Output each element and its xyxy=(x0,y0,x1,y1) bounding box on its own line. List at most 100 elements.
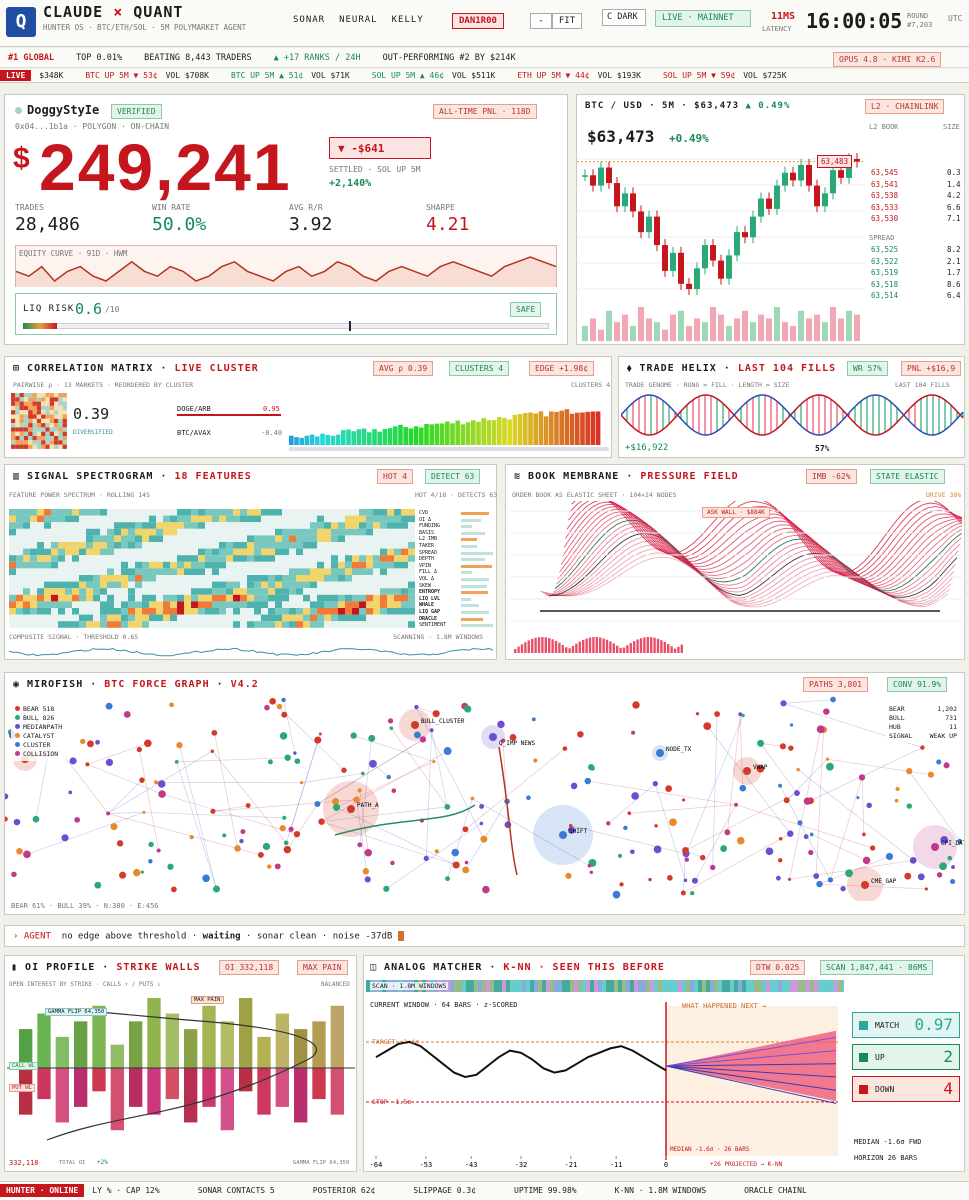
spec-cell xyxy=(30,601,37,608)
spec-cell xyxy=(324,515,331,523)
controls[interactable]: FIT xyxy=(552,13,582,29)
graph-node xyxy=(648,877,652,882)
scan-cell xyxy=(518,980,522,992)
brand-2: QUANT xyxy=(133,3,184,21)
nav-item[interactable]: SONAR xyxy=(293,15,326,25)
spec-cell xyxy=(373,509,380,516)
spec-cell xyxy=(51,588,58,595)
spec-cell xyxy=(275,528,282,536)
rho-bar xyxy=(471,420,476,445)
spec-cell xyxy=(184,548,191,556)
spec-cell xyxy=(240,575,247,582)
spec-cell xyxy=(121,515,128,523)
score-label: DOWN xyxy=(875,1085,895,1094)
controls[interactable]: - xyxy=(530,13,552,29)
corr-cell xyxy=(15,401,20,406)
spec-cell xyxy=(212,535,219,542)
models: OPUS 4.8 · KIMI K2.6 xyxy=(833,52,942,67)
spec-cell xyxy=(394,621,401,628)
caption: FEATURE POWER SPECTRUM · ROLLING 14S xyxy=(9,491,150,499)
spec-cell xyxy=(177,555,184,562)
chips: EDGE +1.98¢ xyxy=(529,361,594,376)
book-size: 4.2 xyxy=(947,191,961,200)
stat-label: SHARPE xyxy=(426,203,455,212)
graph-node xyxy=(245,803,251,809)
spec-cell xyxy=(72,555,79,562)
spec-cell xyxy=(114,555,121,562)
graph-node xyxy=(533,758,538,763)
call-bar xyxy=(294,1029,308,1068)
spec-cell xyxy=(282,575,289,582)
stat-label: TRADES xyxy=(15,203,44,212)
corr-cell xyxy=(58,427,63,432)
controls[interactable]: C DARK xyxy=(602,9,646,26)
book-size: 2.1 xyxy=(947,256,961,266)
rho-bar xyxy=(393,426,398,445)
spec-cell xyxy=(65,575,72,582)
spec-cell xyxy=(205,542,212,549)
feature-meter xyxy=(461,571,472,575)
spec-cell xyxy=(240,614,247,622)
spec-cell xyxy=(331,594,338,602)
spec-cell xyxy=(401,581,408,589)
spec-cell xyxy=(100,555,107,562)
spec-cell xyxy=(51,614,58,622)
spec-cell xyxy=(177,614,184,622)
scan-cell xyxy=(554,980,558,992)
ticker-item: ETH UP 5M ▼ 44¢ xyxy=(517,71,590,80)
graph-node xyxy=(234,845,241,852)
spec-cell xyxy=(331,575,338,582)
corr-cell xyxy=(54,427,59,432)
corr-cell xyxy=(45,431,50,436)
put-bar xyxy=(294,1068,308,1123)
graph-node xyxy=(362,868,370,875)
graph-node xyxy=(904,872,912,880)
scan-cell xyxy=(698,980,702,992)
equity-line xyxy=(15,256,557,283)
spec-cell xyxy=(345,542,352,549)
spec-cell xyxy=(86,601,93,608)
spec-cell xyxy=(401,555,408,562)
spec-cell xyxy=(16,588,23,595)
node-label: SHIFT xyxy=(569,828,587,835)
spec-cell xyxy=(142,601,149,608)
spec-cell xyxy=(380,542,387,549)
graph-node xyxy=(364,848,372,857)
corr-cell xyxy=(58,423,63,428)
spec-cell xyxy=(23,515,30,523)
nav-item[interactable]: KELLY xyxy=(391,15,424,25)
graph-node xyxy=(866,802,872,809)
book-size: 1.4 xyxy=(947,179,961,189)
spec-cell xyxy=(359,588,366,595)
spec-cell xyxy=(37,522,44,529)
volume-bar xyxy=(670,314,676,341)
spec-cell xyxy=(65,614,72,622)
graph-node xyxy=(276,703,283,710)
book-price: 63,530 xyxy=(871,214,899,223)
spec-cell xyxy=(282,561,289,569)
rho-bar xyxy=(538,411,544,445)
candle xyxy=(782,172,788,186)
corr-cell xyxy=(28,440,33,445)
corr-cell xyxy=(11,431,16,436)
spec-cell xyxy=(254,608,261,615)
spec-cell xyxy=(254,568,261,575)
candle xyxy=(582,175,588,177)
spec-cell xyxy=(324,601,331,608)
scan-cell xyxy=(694,980,698,992)
legend-item: BULL 826 xyxy=(15,714,62,723)
feature-label: ENTROPY xyxy=(419,589,441,596)
nav-item[interactable]: NEURAL xyxy=(339,15,378,25)
graph-node xyxy=(5,793,9,800)
book-size: 8.2 xyxy=(947,245,961,254)
imb-bar xyxy=(622,647,626,653)
analog-chart: -64 -53 -43 -32 -21 -11 0 xyxy=(366,1002,838,1169)
graph-node xyxy=(667,875,673,881)
user[interactable]: DAN1R00 xyxy=(452,13,504,29)
corr-cell xyxy=(28,405,33,411)
spec-cell xyxy=(114,608,121,615)
candle xyxy=(758,198,764,217)
spec-cell xyxy=(51,561,58,569)
spec-cell xyxy=(93,594,100,602)
spec-cell xyxy=(352,594,359,602)
